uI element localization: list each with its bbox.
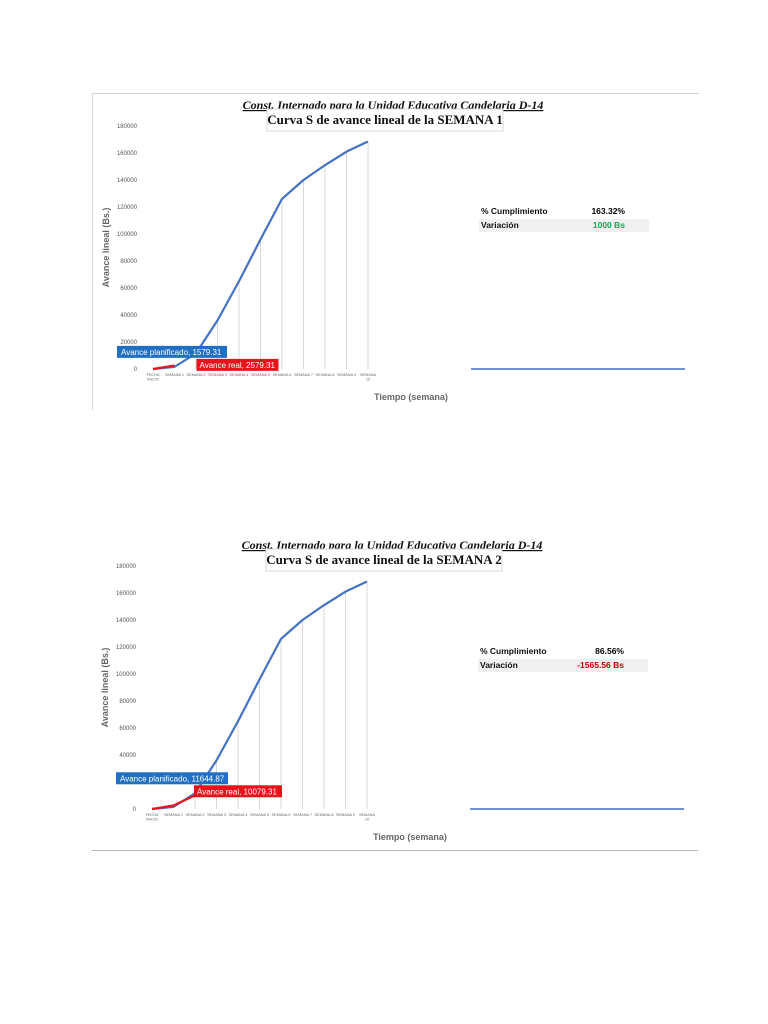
x-tick-label: SEMANA 2 <box>187 373 206 377</box>
y-tick-label: 40000 <box>119 753 136 759</box>
x-tick-label: SEMANA 3 <box>208 373 227 377</box>
y-tick-label: 80000 <box>119 699 136 705</box>
y-tick-label: 0 <box>133 807 137 813</box>
data-label-avance-planificado: Avance planificado, 1579.31 <box>121 348 222 357</box>
x-axis-label: Tiempo (semana) <box>373 832 447 842</box>
x-tick-line: 10 <box>366 378 370 382</box>
x-tick-label: SEMANA 9 <box>337 373 356 377</box>
kpi-value: -1565.56 Bs <box>577 660 624 670</box>
kpi-label: Variación <box>480 660 518 670</box>
y-tick-label: 100000 <box>117 232 138 238</box>
x-tick-label: SEMANA 7 <box>294 373 313 377</box>
data-label-avance-real: Avance real, 2579.31 <box>200 361 276 370</box>
data-label-avance-planificado: Avance planificado, 11644.87 <box>120 774 225 783</box>
x-tick-label: SEMANA 10 <box>360 373 377 382</box>
data-label-box-planned <box>117 345 227 358</box>
data-label-box-planned <box>116 772 228 785</box>
kpi-row-bg <box>479 219 649 232</box>
chart-week-1: Const. Internado para la Unidad Educativ… <box>92 93 699 410</box>
y-tick-label: 100000 <box>116 672 137 678</box>
x-tick-line: FECHA <box>146 813 159 817</box>
kpi-label: Variación <box>481 220 519 230</box>
x-tick-label: FECHA INICIO <box>146 813 159 822</box>
x-tick-label: FECHA INICIO <box>147 373 160 382</box>
x-tick-label: SEMANA 6 <box>273 373 292 377</box>
x-tick-label: SEMANA 1 <box>165 373 184 377</box>
chart-title-box <box>265 548 503 572</box>
y-tick-label: 160000 <box>117 151 138 157</box>
x-tick-label: SEMANA 4 <box>229 813 248 817</box>
y-tick-label: 80000 <box>120 259 137 265</box>
chart-svg-week-2: Const. Internado para la Unidad Educativ… <box>100 538 684 842</box>
y-axis-label: Avance lineal (Bs.) <box>101 208 111 288</box>
chart-title: Curva S de avance lineal de la SEMANA 1 <box>267 112 502 127</box>
series-line-avance-real <box>151 794 196 811</box>
x-tick-label: SEMANA 4 <box>230 373 249 377</box>
kpi-value: 86.56% <box>595 646 624 656</box>
y-tick-label: 180000 <box>116 564 137 570</box>
chart-svg-week-1: Const. Internado para la Unidad Educativ… <box>101 98 685 402</box>
kpi-value: 163.32% <box>591 206 625 216</box>
kpi-row-bg <box>479 205 649 218</box>
x-axis-label: Tiempo (semana) <box>374 392 448 402</box>
y-tick-label: 120000 <box>117 205 138 211</box>
x-tick-line: FECHA <box>147 373 160 377</box>
y-axis-label: Avance lineal (Bs.) <box>100 648 110 728</box>
x-tick-line: SEMANA <box>359 813 376 817</box>
y-tick-label: 60000 <box>120 286 137 292</box>
x-tick-label: SEMANA 8 <box>315 813 334 817</box>
y-tick-label: 160000 <box>116 591 137 597</box>
x-tick-label: SEMANA 8 <box>316 373 335 377</box>
x-tick-line: INICIO <box>146 818 158 822</box>
kpi-label: % Cumplimiento <box>480 646 547 656</box>
y-tick-label: 60000 <box>119 726 136 732</box>
data-label-box-real <box>196 358 279 371</box>
x-tick-label: SEMANA 3 <box>207 813 226 817</box>
data-label-box-real <box>194 785 282 798</box>
y-tick-label: 20000 <box>120 340 137 346</box>
data-label-avance-real: Avance real, 10079.31 <box>197 787 277 796</box>
x-tick-label: SEMANA 1 <box>164 813 183 817</box>
y-tick-label: 140000 <box>117 178 138 184</box>
y-tick-label: 40000 <box>120 313 137 319</box>
kpi-value: 1000 Bs <box>593 220 625 230</box>
chart-week-2: Const. Internado para la Unidad Educativ… <box>92 534 698 851</box>
chart-title-box <box>266 108 504 132</box>
y-tick-label: 120000 <box>116 645 137 651</box>
x-tick-label: SEMANA 5 <box>251 373 270 377</box>
kpi-row-bg <box>478 645 648 658</box>
series-line-avance-real <box>152 364 175 371</box>
x-tick-label: SEMANA 5 <box>250 813 269 817</box>
x-tick-line: INICIO <box>147 378 159 382</box>
x-tick-label: SEMANA 6 <box>272 813 291 817</box>
x-tick-label: SEMANA 10 <box>359 813 376 822</box>
y-tick-label: 180000 <box>117 124 138 130</box>
x-tick-label: SEMANA 7 <box>293 813 312 817</box>
x-tick-label: SEMANA 9 <box>336 813 355 817</box>
y-tick-label: 0 <box>134 367 138 373</box>
y-tick-label: 140000 <box>116 618 137 624</box>
x-tick-line: SEMANA <box>360 373 377 377</box>
chart-title: Curva S de avance lineal de la SEMANA 2 <box>266 552 501 567</box>
kpi-row-bg <box>478 659 648 672</box>
x-tick-line: 10 <box>365 818 369 822</box>
x-tick-label: SEMANA 2 <box>186 813 205 817</box>
kpi-label: % Cumplimiento <box>481 206 548 216</box>
